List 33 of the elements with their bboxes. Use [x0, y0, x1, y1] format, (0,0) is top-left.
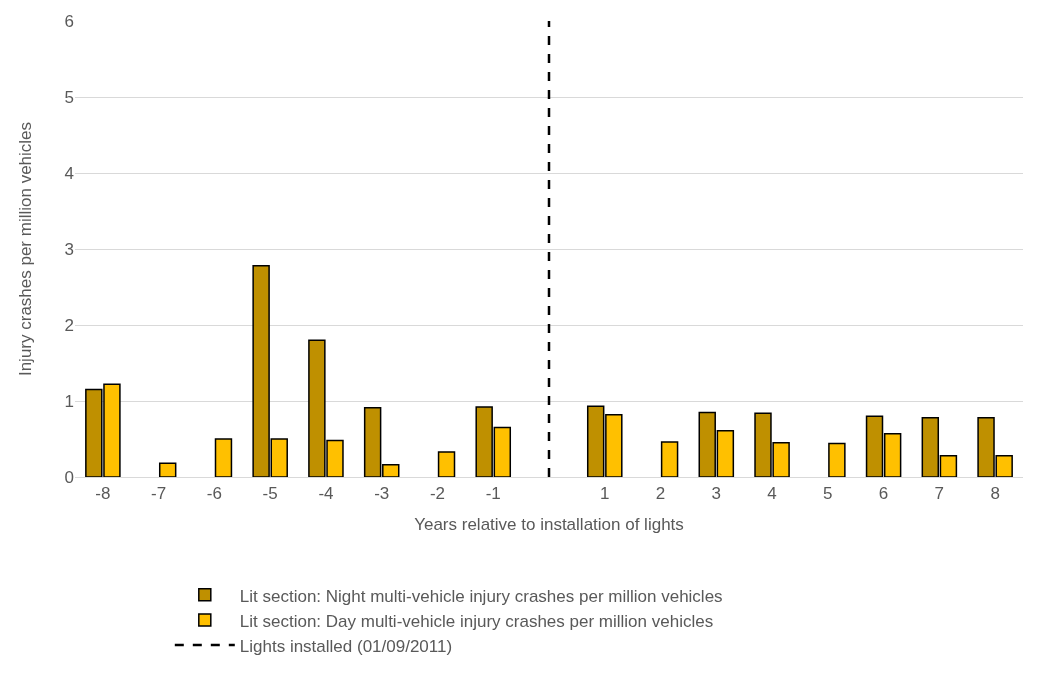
y-tick-label: 5: [64, 87, 74, 107]
x-tick-label: 5: [823, 483, 833, 503]
bar: [660, 441, 679, 477]
x-tick-label: -3: [374, 483, 390, 503]
legend-label: Lit section: Night multi-vehicle injury crashes per million vehicles: [239, 586, 723, 606]
bar: [214, 438, 233, 477]
y-tick-label: 3: [64, 239, 74, 259]
x-tick-label: 4: [767, 483, 777, 503]
legend-label: Lights installed (01/09/2011): [239, 636, 453, 656]
y-tick-label: 4: [64, 163, 74, 183]
x-tick-label: -5: [262, 483, 278, 503]
x-tick-label: -4: [318, 483, 334, 503]
bar: [828, 442, 846, 477]
x-axis-title: Years relative to installation of lights: [414, 514, 684, 534]
x-tick-label: 1: [600, 483, 610, 503]
x-tick-label: 8: [990, 483, 1000, 503]
bar: [158, 462, 177, 477]
legend-label: Lit section: Day multi-vehicle injury crashes per million vehicles: [239, 611, 714, 631]
x-tick-label: 3: [711, 483, 722, 503]
x-tick-label: 2: [655, 483, 666, 503]
x-tick-label: 7: [934, 483, 945, 503]
x-tick-label: -1: [485, 483, 501, 503]
x-tick-label: -2: [429, 483, 446, 503]
x-tick-label: 6: [878, 483, 889, 503]
x-tick-label: -7: [151, 483, 167, 503]
bar: [437, 451, 456, 477]
x-tick-label: -8: [95, 483, 111, 503]
y-tick-label: 0: [64, 467, 74, 487]
y-tick-label: 1: [64, 391, 74, 411]
x-tick-label: -6: [206, 483, 222, 503]
y-tick-label: 6: [64, 11, 74, 31]
y-tick-label: 2: [64, 315, 74, 335]
y-axis-title: Injury crashes per million vehicles: [16, 121, 35, 377]
